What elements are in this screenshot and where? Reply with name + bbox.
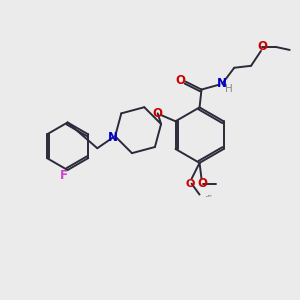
- Text: O: O: [197, 177, 208, 190]
- Text: methoxy: methoxy: [206, 196, 213, 197]
- Text: H: H: [225, 84, 233, 94]
- Text: O: O: [186, 179, 195, 189]
- Text: N: N: [217, 77, 227, 90]
- Text: N: N: [108, 131, 118, 144]
- Text: O: O: [153, 107, 163, 120]
- Text: F: F: [60, 169, 68, 182]
- Text: O: O: [176, 74, 186, 87]
- Text: methyl: methyl: [208, 194, 212, 196]
- Text: O: O: [257, 40, 267, 53]
